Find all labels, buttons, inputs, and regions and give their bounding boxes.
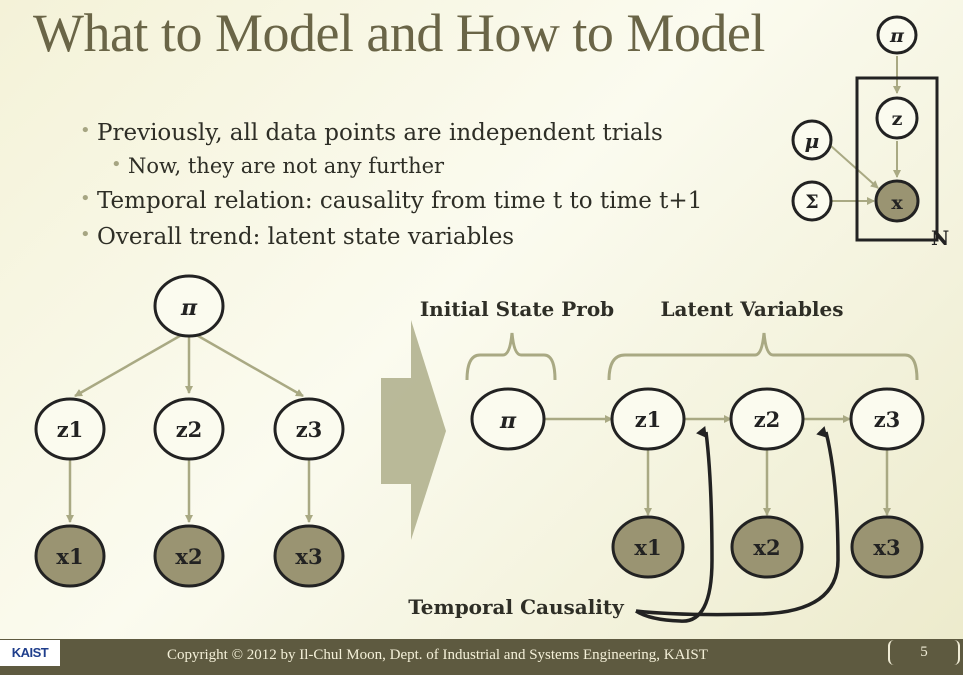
plate-node-pi (876, 15, 918, 55)
bullet-text: Temporal relation: causality from time t… (97, 188, 703, 214)
plate-node-x (874, 179, 920, 223)
diagram-canvas: N π z μ Σ x π z1 z2 z3 x1 x2 x3 (34, 15, 949, 623)
temporal-causality-label: Temporal Causality (408, 595, 625, 619)
bullet-item: • Previously, all data points are indepe… (80, 120, 663, 146)
right-node-z3-label: z3 (874, 407, 901, 432)
right-node-pi (470, 387, 546, 451)
bullet-item: • Overall trend: latent state variables (80, 224, 515, 250)
right-node-x3 (850, 515, 924, 579)
slide-title: What to Model and How to Model (33, 3, 765, 63)
plate-node-x-label: x (891, 192, 903, 214)
left-node-x2-label: x2 (175, 544, 202, 569)
bullet-dot-icon: • (80, 188, 91, 209)
left-node-z2 (153, 397, 225, 461)
left-node-pi-label: π (180, 295, 198, 321)
left-node-z1 (34, 397, 106, 461)
bullet-text: Overall trend: latent state variables (97, 224, 515, 250)
temporal-causality-arrow-1 (635, 426, 714, 623)
plate-node-mu (791, 119, 833, 161)
right-node-z2 (729, 387, 805, 451)
left-node-z2-label: z2 (176, 417, 203, 442)
right-node-x1 (611, 515, 685, 579)
left-node-z1-label: z1 (57, 417, 84, 442)
transition-arrow-icon (381, 320, 446, 540)
plate-node-sigma (791, 180, 833, 222)
left-node-x3 (273, 524, 345, 588)
temporal-causality-arrow-2 (635, 426, 840, 617)
right-node-z3 (849, 387, 925, 451)
initial-state-brace (465, 332, 557, 381)
bullet-text: Now, they are not any further (128, 154, 445, 178)
initial-state-label: Initial State Prob (420, 297, 614, 321)
bullet-dot-icon: • (80, 224, 91, 245)
plate-label: N (931, 226, 949, 250)
footer-bar: KAIST Copyright © 2012 by Il-Chul Moon, … (0, 639, 963, 675)
latent-variables-brace (607, 332, 919, 381)
bullet-item: • Temporal relation: causality from time… (80, 188, 703, 214)
right-node-pi-label: π (499, 408, 517, 434)
left-node-x1-label: x1 (56, 544, 83, 569)
sub-bullet-item: • Now, they are not any further (111, 154, 445, 178)
right-node-z2-label: z2 (754, 407, 781, 432)
plate-node-z (875, 96, 919, 140)
left-node-z3-label: z3 (296, 417, 323, 442)
right-graph: Initial State Prob Latent Variables π z1… (408, 297, 925, 623)
plate-node-mu-label: μ (805, 129, 820, 153)
left-node-z3 (273, 397, 345, 461)
bullet-text: Previously, all data points are independ… (97, 120, 663, 146)
plate-node-pi-label: π (889, 25, 905, 47)
right-node-z1-label: z1 (635, 407, 662, 432)
left-graph: π z1 z2 z3 x1 x2 x3 (34, 274, 345, 588)
bullet-dot-icon: • (111, 154, 122, 175)
left-node-pi (153, 274, 225, 338)
plate-node-sigma-label: Σ (805, 191, 818, 213)
bullet-dot-icon: • (80, 120, 91, 141)
right-node-z1 (610, 387, 686, 451)
page-number: 5 (888, 640, 960, 665)
copyright-text: Copyright © 2012 by Il-Chul Moon, Dept. … (167, 647, 708, 663)
left-node-x3-label: x3 (295, 544, 322, 569)
right-node-x2 (730, 515, 804, 579)
right-node-x2-label: x2 (753, 535, 780, 560)
latent-variables-label: Latent Variables (660, 297, 843, 321)
kaist-logo: KAIST (0, 640, 60, 666)
plate-node-z-label: z (892, 108, 903, 130)
plate-box (855, 76, 939, 242)
right-node-x3-label: x3 (873, 535, 900, 560)
plate-model: N π z μ Σ x (791, 15, 949, 250)
right-node-x1-label: x1 (634, 535, 661, 560)
left-node-x2 (153, 524, 225, 588)
left-node-x1 (34, 524, 106, 588)
